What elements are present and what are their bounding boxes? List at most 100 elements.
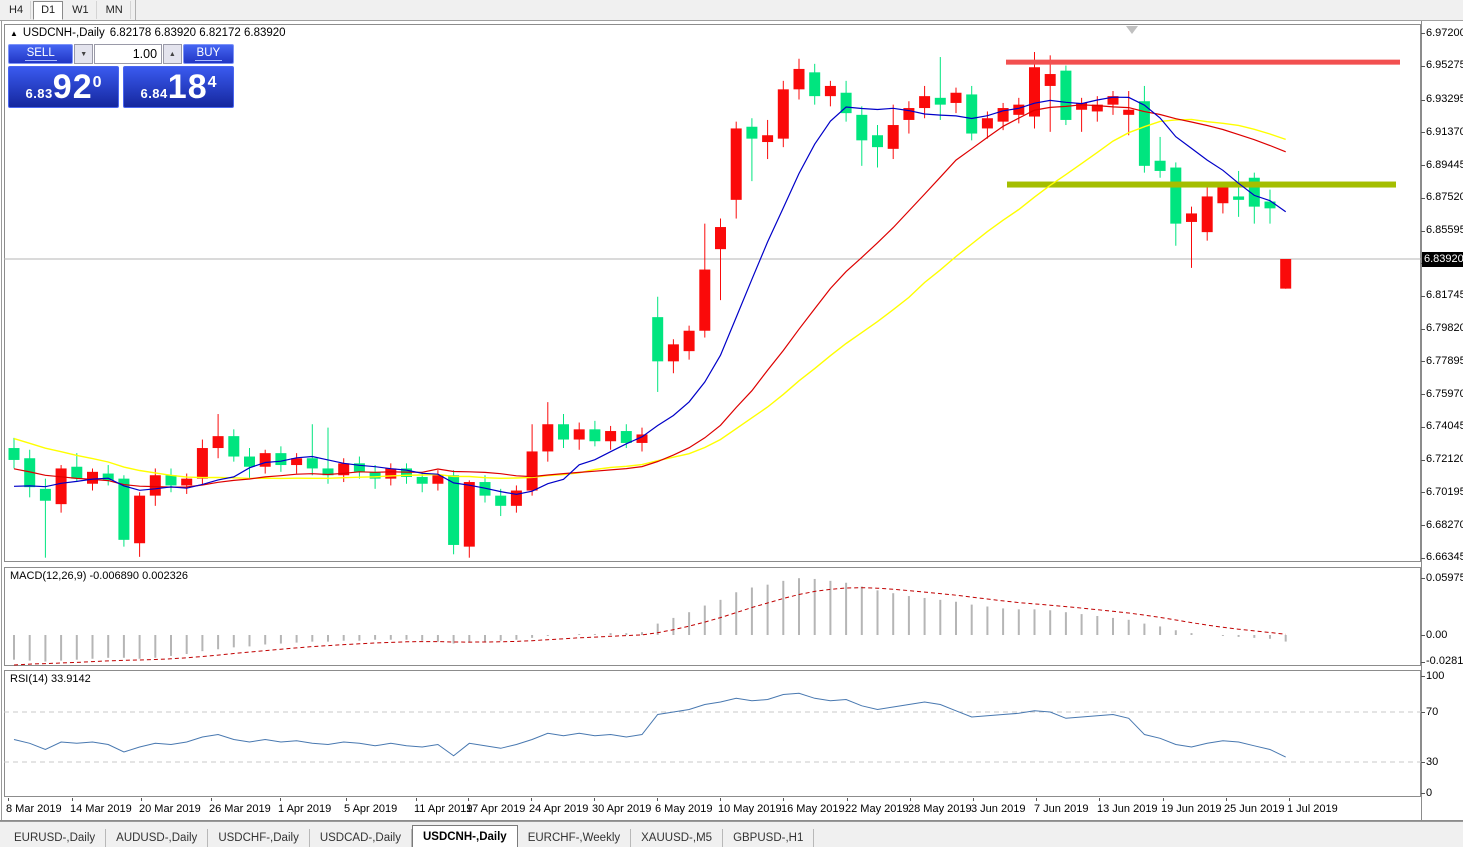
bid-price-major: 6.83 (25, 86, 53, 101)
buy-button[interactable]: BUY (182, 44, 234, 64)
price-tick-label: 6.91370 (1426, 125, 1463, 138)
date-tick (783, 798, 784, 801)
date-tick (531, 798, 532, 801)
price-tick-label: 6.89445 (1426, 158, 1463, 171)
price-tick-label: 6.93295 (1426, 93, 1463, 106)
chart-tab-xauusd-m5[interactable]: XAUUSD-,M5 (631, 829, 724, 847)
date-tick-label: 1 Apr 2019 (278, 803, 332, 815)
chart-tab-usdchf-daily[interactable]: USDCHF-,Daily (208, 829, 310, 847)
date-tick (657, 798, 658, 801)
date-tick-label: 11 Apr 2019 (414, 803, 473, 815)
date-tick (1099, 798, 1100, 801)
date-tick-label: 6 May 2019 (655, 803, 713, 815)
chart-tab-usdcad-daily[interactable]: USDCAD-,Daily (310, 829, 412, 847)
chart-tab-usdcnh-daily[interactable]: USDCNH-,Daily (411, 825, 518, 847)
date-tick-label: 17 Apr 2019 (466, 803, 526, 815)
price-tick (1421, 33, 1425, 35)
rsi-tick-label: 0 (1426, 786, 1433, 799)
price-tick-label: 6.97200 (1426, 26, 1463, 39)
price-tick (1421, 459, 1425, 461)
rsi-tick-label: 70 (1426, 705, 1439, 718)
date-tick-label: 5 Apr 2019 (344, 803, 398, 815)
date-tick (468, 798, 469, 801)
timeframe-tab-w1[interactable]: W1 (65, 1, 97, 19)
ask-price-point: 4 (207, 74, 217, 91)
timeframe-tab-h4[interactable]: H4 (2, 1, 32, 19)
date-tick-label: 16 May 2019 (781, 803, 845, 815)
date-tick (141, 798, 142, 801)
price-tick-label: 6.75970 (1426, 387, 1463, 400)
date-tick (72, 798, 73, 801)
price-tick (1421, 361, 1425, 363)
date-tick-label: 24 Apr 2019 (529, 803, 589, 815)
price-tick (1421, 492, 1425, 494)
date-tick (973, 798, 974, 801)
date-tick (211, 798, 212, 801)
bid-price-display[interactable]: 6.83 92 0 (8, 66, 119, 108)
triangle-down-icon: ▼ (80, 50, 88, 58)
date-tick-label: 3 Jun 2019 (971, 803, 1026, 815)
ask-price-pips: 18 (167, 68, 208, 106)
price-tick (1421, 328, 1425, 330)
volume-decrease-button[interactable]: ▼ (74, 44, 94, 64)
price-tick (1421, 197, 1425, 199)
volume-increase-button[interactable]: ▲ (163, 44, 182, 64)
rsi-tick (1421, 762, 1425, 763)
chart-ohlc-values: 6.82178 6.83920 6.82172 6.83920 (109, 27, 286, 39)
date-tick-label: 10 May 2019 (718, 803, 782, 815)
date-tick (594, 798, 595, 801)
price-tick (1421, 295, 1425, 297)
timeframe-toolbar: H4 D1 W1 MN (0, 0, 1463, 21)
date-tick (910, 798, 911, 801)
ask-price-display[interactable]: 6.84 18 4 (123, 66, 234, 108)
price-axis-border (1421, 20, 1422, 820)
date-tick (720, 798, 721, 801)
date-tick (416, 798, 417, 801)
chart-tab-audusd-daily[interactable]: AUDUSD-,Daily (106, 829, 209, 847)
date-tick-label: 8 Mar 2019 (6, 803, 62, 815)
bid-price-pips: 92 (52, 68, 93, 106)
price-tick-label: 6.95275 (1426, 59, 1463, 72)
price-tick-label: 6.81745 (1426, 289, 1463, 302)
rsi-pane[interactable] (4, 670, 1421, 797)
rsi-tick-label: 30 (1426, 755, 1439, 768)
macd-pane[interactable] (4, 567, 1421, 666)
chart-shift-marker-icon[interactable] (1126, 26, 1138, 34)
timeframe-tab-d1[interactable]: D1 (33, 0, 64, 20)
price-tick-label: 6.87520 (1426, 191, 1463, 204)
date-tick (1289, 798, 1290, 801)
date-tick-label: 14 Mar 2019 (70, 803, 132, 815)
date-tick-label: 30 Apr 2019 (592, 803, 652, 815)
current-price-badge: 6.83920 (1422, 252, 1463, 267)
chart-tab-gbpusd-h1[interactable]: GBPUSD-,H1 (723, 829, 815, 847)
price-tick (1421, 65, 1425, 67)
pane-divider[interactable] (0, 563, 1463, 567)
date-tick-label: 25 Jun 2019 (1224, 803, 1285, 815)
chart-tab-eurchf-weekly[interactable]: EURCHF-,Weekly (518, 829, 632, 847)
macd-tick (1421, 578, 1425, 580)
volume-input[interactable] (94, 44, 163, 64)
price-tick-label: 6.72120 (1426, 453, 1463, 466)
price-tick (1421, 165, 1425, 167)
date-tick-label: 1 Jul 2019 (1287, 803, 1338, 815)
pane-divider[interactable] (0, 666, 1463, 670)
rsi-tick (1421, 793, 1425, 794)
date-tick (1036, 798, 1037, 801)
date-tick (8, 798, 9, 801)
chart-tab-bar: EURUSD-,Daily AUDUSD-,Daily USDCHF-,Daily U… (0, 821, 1463, 847)
sell-button[interactable]: SELL (8, 44, 74, 64)
title-marker-icon: ▲ (10, 28, 18, 38)
chart-title: ▲ USDCNH-,Daily 6.82178 6.83920 6.82172 … (10, 27, 286, 39)
rsi-tick (1421, 712, 1425, 713)
price-tick (1421, 230, 1425, 232)
timeframe-tab-mn[interactable]: MN (99, 1, 131, 19)
macd-tick (1421, 661, 1425, 663)
price-tick-label: 6.66345 (1426, 551, 1463, 564)
bid-price-point: 0 (92, 74, 102, 91)
date-tick-label: 20 Mar 2019 (139, 803, 201, 815)
chart-tab-eurusd-daily[interactable]: EURUSD-,Daily (4, 829, 107, 847)
date-tick (1226, 798, 1227, 801)
date-tick (346, 798, 347, 801)
price-tick (1421, 426, 1425, 428)
